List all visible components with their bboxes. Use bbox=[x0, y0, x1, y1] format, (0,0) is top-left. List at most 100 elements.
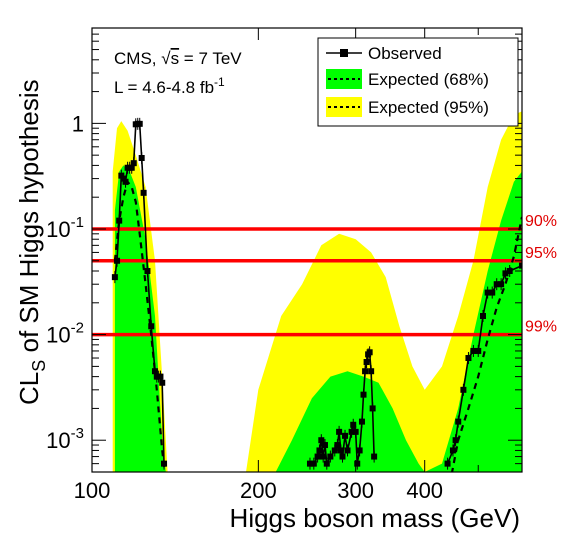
observed-point bbox=[336, 428, 343, 435]
band-68-1 bbox=[275, 171, 522, 472]
observed-point bbox=[151, 368, 158, 375]
legend-observed-label: Observed bbox=[368, 44, 442, 63]
info-box: CMS, √s = 7 TeV L = 4.6-4.8 fb-1 bbox=[114, 49, 242, 97]
svg-text:L = 4.6-4.8 fb-1: L = 4.6-4.8 fb-1 bbox=[114, 75, 225, 97]
observed-point bbox=[356, 447, 363, 454]
observed-point bbox=[371, 453, 378, 460]
observed-point bbox=[334, 442, 341, 449]
sqrt-symbol: √ bbox=[161, 49, 171, 68]
x-axis-title: Higgs boson mass (GeV) bbox=[230, 503, 520, 533]
observed-point bbox=[321, 442, 328, 449]
confidence-level-labels: 90% 95% 99% bbox=[525, 213, 557, 336]
observed-point bbox=[120, 175, 127, 182]
observed-point bbox=[344, 447, 351, 454]
legend-68-label: Expected (68%) bbox=[368, 70, 489, 89]
y-axis-title-main: CL bbox=[14, 372, 44, 405]
plot-frame bbox=[91, 27, 523, 473]
observed-point bbox=[320, 453, 327, 460]
observed-point bbox=[327, 453, 334, 460]
observed-point bbox=[111, 274, 118, 281]
info-line1-post: = 7 TeV bbox=[179, 49, 242, 68]
observed-point bbox=[337, 447, 344, 454]
observed-point bbox=[369, 405, 376, 412]
observed-point bbox=[506, 268, 513, 275]
legend-95-swatch bbox=[326, 97, 362, 117]
observed-point bbox=[348, 428, 355, 435]
info-line2: L = 4.6-4.8 fb bbox=[114, 78, 214, 97]
observed-point bbox=[465, 355, 472, 362]
observed-point bbox=[128, 164, 135, 171]
legend-observed-marker bbox=[340, 49, 348, 57]
band-68-0 bbox=[114, 165, 166, 472]
observed-point bbox=[342, 432, 349, 439]
observed-point bbox=[368, 368, 375, 375]
y-axis-title-rest: of SM Higgs hypothesis bbox=[14, 79, 44, 359]
observed-point bbox=[366, 349, 373, 356]
observed-point bbox=[475, 347, 482, 354]
observed-point bbox=[470, 347, 477, 354]
x-tick-label-300: 300 bbox=[337, 478, 374, 503]
observed-point bbox=[122, 178, 129, 185]
cl-label-99: 99% bbox=[525, 319, 557, 336]
observed-line-2 bbox=[446, 264, 522, 464]
observed-point bbox=[339, 453, 346, 460]
observed-point bbox=[136, 120, 143, 127]
observed-point bbox=[444, 460, 451, 467]
y-tick-label: 10-1 bbox=[46, 214, 84, 242]
observed-point bbox=[159, 379, 166, 386]
legend-68-swatch bbox=[326, 69, 362, 89]
observed-point bbox=[498, 281, 505, 288]
observed-point bbox=[116, 217, 123, 224]
svg-text:CMS, √s = 7 TeV: CMS, √s = 7 TeV bbox=[114, 49, 242, 68]
y-axis-title: CLS of SM Higgs hypothesis bbox=[14, 79, 49, 405]
observed-point bbox=[479, 313, 486, 320]
expected-line-1 bbox=[450, 216, 522, 472]
observed-point bbox=[449, 447, 456, 454]
observed-point bbox=[130, 160, 137, 167]
svg-text:CLS of SM Higgs hypothesis: CLS of SM Higgs hypothesis bbox=[14, 79, 49, 405]
x-tick-label-400: 400 bbox=[406, 478, 443, 503]
observed-point bbox=[354, 460, 361, 467]
band-95-1 bbox=[246, 111, 522, 472]
observed-point bbox=[161, 460, 168, 467]
observed-point bbox=[323, 460, 330, 467]
observed-point bbox=[316, 447, 323, 454]
info-s: s bbox=[171, 49, 180, 68]
y-tick-label: 1 bbox=[72, 111, 84, 136]
axis-ticks bbox=[91, 27, 523, 473]
observed-point bbox=[502, 270, 509, 277]
observed-point bbox=[452, 437, 459, 444]
info-line1-pre: CMS, bbox=[114, 49, 161, 68]
observed-point bbox=[362, 368, 369, 375]
info-line2-sup: -1 bbox=[214, 75, 225, 89]
y-axis-title-sub: S bbox=[29, 360, 49, 372]
observed-point bbox=[148, 323, 155, 330]
observed-point bbox=[460, 386, 467, 393]
observed-point bbox=[140, 189, 147, 196]
legend-95-label: Expected (95%) bbox=[368, 98, 489, 117]
observed-point bbox=[350, 421, 357, 428]
observed-point bbox=[306, 460, 313, 467]
observed-point bbox=[144, 268, 151, 275]
observed-point bbox=[489, 289, 496, 296]
observed-point bbox=[358, 418, 365, 425]
confidence-level-lines bbox=[92, 227, 522, 337]
observed-point bbox=[455, 418, 462, 425]
observed-point bbox=[519, 262, 522, 269]
observed-point bbox=[314, 453, 321, 460]
cl-label-90: 90% bbox=[525, 213, 557, 230]
expected-median-line bbox=[113, 179, 522, 472]
x-tick-label-100: 100 bbox=[74, 478, 111, 503]
observed-point bbox=[363, 359, 370, 366]
observed-point bbox=[318, 437, 325, 444]
cl-label-95: 95% bbox=[525, 245, 557, 262]
observed-point bbox=[360, 391, 367, 398]
observed-point bbox=[114, 257, 121, 264]
expected-bands bbox=[112, 111, 522, 472]
legend: Observed Expected (68%) Expected (95%) bbox=[317, 37, 519, 127]
observed-point bbox=[352, 428, 359, 435]
observed-series bbox=[111, 117, 522, 470]
observed-point bbox=[493, 281, 500, 288]
observed-point bbox=[310, 460, 317, 467]
